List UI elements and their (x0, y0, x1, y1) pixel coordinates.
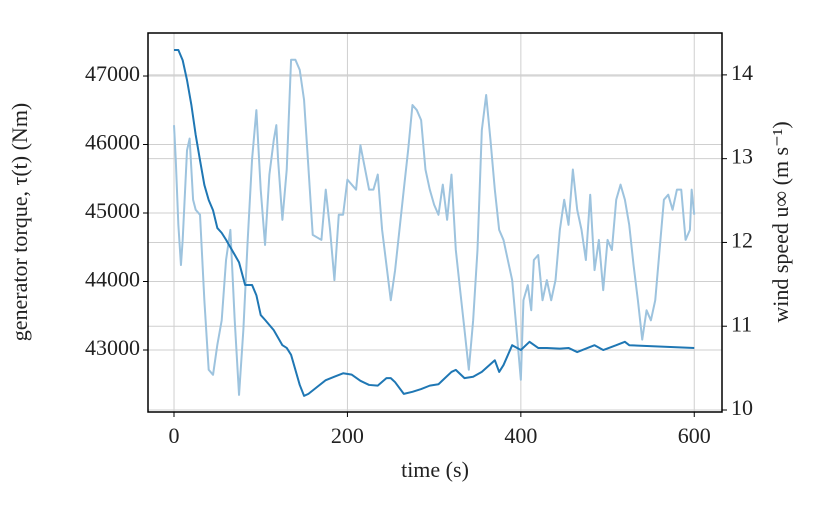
x-tick-label: 200 (331, 423, 364, 448)
x-tick-label: 400 (504, 423, 537, 448)
data-line (174, 48, 695, 397)
y-tick-label: 46000 (85, 130, 140, 155)
y2-tick-label: 12 (731, 227, 753, 252)
x-tick-label: 600 (678, 423, 711, 448)
y2-tick-label: 10 (731, 395, 753, 420)
plot-frame (147, 32, 723, 413)
y2-tick-label: 13 (731, 144, 753, 169)
y-tick-label: 47000 (85, 61, 140, 86)
y-tick-label: 45000 (85, 198, 140, 223)
y-tick-label: 44000 (85, 267, 140, 292)
y-axis-label: generator torque, τ(t) (Nm) (7, 103, 32, 342)
x-axis-label: time (s) (401, 457, 469, 482)
x-tick-label: 0 (169, 423, 180, 448)
y2-axis-label: wind speed u∞ (m s⁻¹) (768, 121, 793, 322)
data-line (173, 58, 696, 396)
y2-tick-label: 14 (731, 60, 753, 85)
y-tick-label: 43000 (85, 335, 140, 360)
y2-tick-label: 11 (731, 311, 752, 336)
